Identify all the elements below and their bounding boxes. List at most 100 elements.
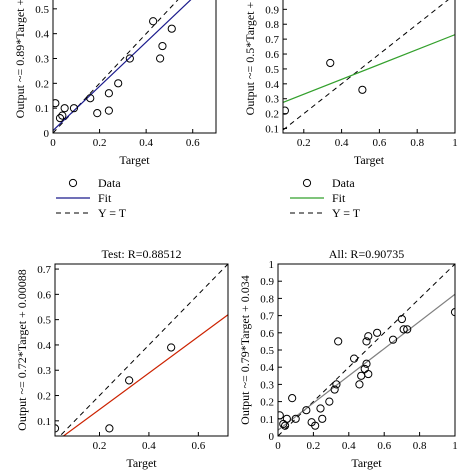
data-point — [93, 109, 102, 118]
y-tick-label: 0.1 — [35, 103, 49, 115]
y-tick-label: 0.3 — [37, 365, 51, 377]
y-tick-label: 0 — [44, 128, 50, 140]
x-tick-label: 0.6 — [377, 440, 391, 452]
y-tick-label: 0.5 — [35, 4, 49, 16]
data-point — [311, 421, 320, 430]
data-point — [86, 94, 95, 103]
y-tick-label: 0.4 — [37, 340, 51, 352]
y-tick-label: 0.1 — [265, 124, 279, 136]
x-axis-label: Target — [354, 153, 385, 167]
legend-label-data: Data — [98, 176, 121, 190]
y-tick-label: 0.2 — [37, 391, 51, 403]
legend-label-fit: Fit — [98, 191, 112, 205]
data-point — [280, 421, 290, 430]
x-axis-label: Target — [126, 456, 157, 470]
fit-line — [278, 293, 455, 431]
y-tick-label: 0.7 — [37, 264, 51, 276]
data-point — [388, 335, 398, 344]
legend-label-fit: Fit — [332, 191, 346, 205]
data-point — [69, 104, 79, 113]
x-tick-label: 0.4 — [335, 137, 349, 149]
y-tick-label: 0.5 — [37, 315, 51, 327]
ideal-line — [283, 0, 449, 131]
data-point — [167, 343, 176, 352]
y-tick-label: 0.1 — [37, 416, 51, 428]
y-tick-label: 0.7 — [260, 311, 274, 323]
y-tick-label: 1 — [269, 259, 275, 271]
y-axis-label: Output ~= 0.72*Target + 0.00088 — [15, 269, 29, 431]
y-tick-label: 0.3 — [265, 94, 279, 106]
y-tick-label: 0.5 — [260, 345, 274, 357]
y-axis-label: Output ~= 0.5*Target + — [243, 1, 257, 115]
data-point — [325, 397, 334, 406]
y-tick-label: 0.5 — [265, 64, 279, 76]
data-point — [358, 85, 367, 94]
fit-line — [53, 0, 192, 131]
data-point — [291, 414, 300, 423]
panel-1: 0.2 0.4 0.6 0.8 1 0.1 0.2 0.3 0.4 0.5 0.6 0.7 0.8 0.9… — [243, 0, 458, 167]
data-point — [334, 337, 343, 346]
y-tick-label: 0.4 — [35, 29, 49, 41]
x-tick-label: 0 — [275, 440, 281, 452]
plot-area-3 — [278, 264, 455, 436]
fit-line — [283, 34, 455, 104]
data-point — [149, 17, 158, 26]
data-point — [330, 385, 339, 394]
data-point — [60, 104, 69, 113]
x-tick-label: 0.6 — [191, 440, 205, 452]
plot-area-1 — [283, 0, 455, 131]
axes-box — [282, 0, 456, 134]
y-tick-label: 0.6 — [37, 289, 51, 301]
x-tick-label: 1 — [452, 440, 458, 452]
data-point — [350, 354, 359, 363]
data-point — [156, 54, 165, 63]
x-tick-label: 0 — [50, 137, 56, 149]
data-point — [357, 371, 366, 380]
x-axis-label: Target — [119, 153, 150, 167]
x-tick-label: 0.8 — [413, 440, 427, 452]
x-tick-label: 0.2 — [93, 137, 107, 149]
y-tick-label: 0.6 — [260, 328, 274, 340]
data-point — [326, 58, 335, 68]
y-tick-label: 0.8 — [260, 293, 274, 305]
x-tick-label: 0.4 — [342, 440, 356, 452]
data-point — [125, 54, 134, 63]
x-tick-label: 0.2 — [297, 137, 311, 149]
legend-label-ideal: Y = T — [98, 206, 127, 220]
y-tick-label: 0.9 — [265, 4, 279, 16]
y-tick-label: 0.2 — [265, 109, 279, 121]
x-tick-label: 1 — [452, 137, 458, 149]
data-point — [397, 314, 406, 324]
x-tick-label: 0.4 — [139, 137, 153, 149]
panel-3: 0 0.2 0.4 0.6 0.8 1 0 0.1 0.2 0.3 0.4 0.5 0.6 0.7 0.8 0… — [238, 247, 458, 470]
y-tick-label: 0.2 — [35, 78, 49, 90]
data-point — [282, 414, 291, 423]
legend-marker-data — [302, 178, 312, 188]
legend-marker-data — [68, 178, 78, 188]
data-point — [362, 337, 371, 346]
data-point — [318, 414, 327, 423]
axes-box — [52, 0, 217, 134]
plot-area-0 — [53, 0, 192, 133]
data-point — [332, 380, 341, 389]
data-point — [355, 380, 364, 389]
data-point — [278, 411, 284, 420]
fit-line — [62, 314, 228, 436]
data-point — [403, 325, 412, 334]
data-point — [364, 332, 373, 341]
y-tick-label: 0.3 — [35, 54, 49, 66]
data-point — [55, 114, 65, 123]
y-tick-label: 0.8 — [265, 19, 279, 31]
panel-2: 0.2 0.4 0.6 0.1 0.2 0.3 0.4 0.5 0.6 0.7 Target Outp… — [15, 247, 229, 470]
y-axis-label: Output ~= 0.89*Target + — [13, 0, 27, 118]
chart-title: All: R=0.90735 — [329, 247, 404, 261]
data-point — [104, 106, 113, 115]
x-axis-label: Target — [351, 456, 382, 470]
data-point — [399, 325, 408, 334]
data-point — [288, 394, 297, 403]
data-point — [167, 24, 176, 33]
data-point — [362, 359, 371, 368]
x-tick-label: 0.8 — [410, 137, 424, 149]
